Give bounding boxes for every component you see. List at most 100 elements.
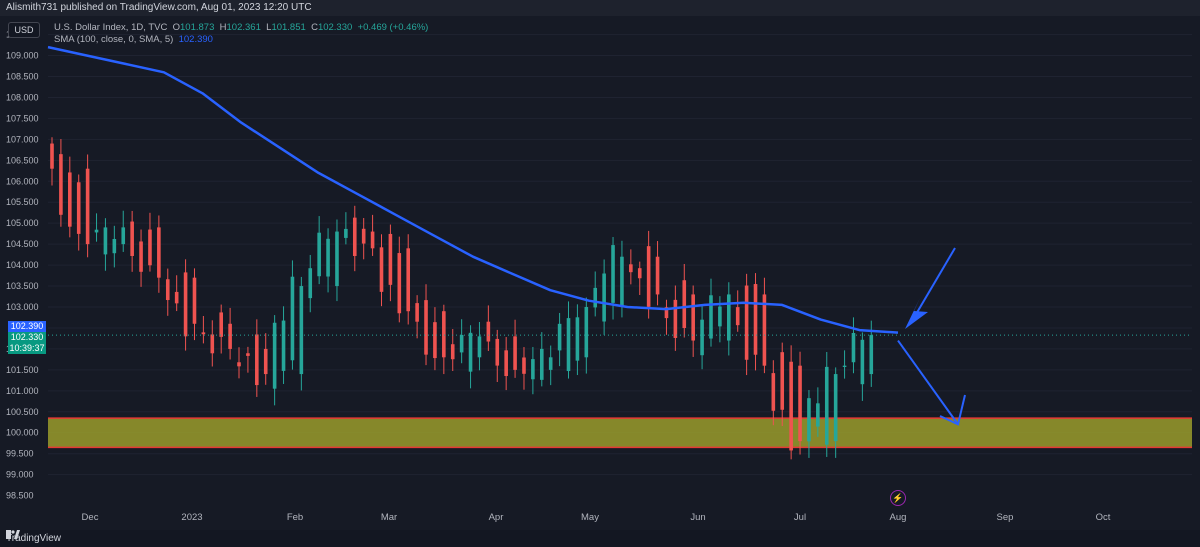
price-tick: 103.500 — [6, 281, 39, 291]
price-tick: 108.000 — [6, 92, 39, 102]
last-price: 102.330 — [10, 332, 44, 342]
candlestick-chart[interactable]: 109.500109.000108.500108.000107.500107.0… — [0, 16, 1200, 530]
arrow-projection-line — [897, 339, 959, 425]
candle-body — [272, 322, 277, 389]
candle-body — [477, 336, 482, 358]
candle-body — [450, 344, 455, 360]
chart-area[interactable]: 109.500109.000108.500108.000107.500107.0… — [0, 16, 1200, 530]
candle-body — [637, 268, 642, 279]
candle-body — [673, 299, 678, 338]
candle-body — [139, 241, 143, 272]
price-tick: 101.000 — [6, 386, 39, 396]
candle-body — [691, 294, 695, 341]
candle-body — [219, 312, 223, 337]
ohlc-row: U.S. Dollar Index, 1D, TVC O101.873 H102… — [54, 22, 428, 34]
candle-body — [210, 334, 215, 354]
candle-body — [816, 403, 820, 427]
candle-body — [744, 285, 749, 360]
candle-body — [611, 245, 615, 303]
time-label: Jun — [690, 512, 705, 523]
publisher-bar: Alismith731 published on TradingView.com… — [0, 0, 1200, 16]
candle-body — [442, 311, 446, 358]
publisher-text: Alismith731 published on TradingView.com… — [6, 2, 312, 13]
time-label: Oct — [1096, 512, 1111, 523]
candle-body — [664, 307, 669, 319]
high-value: 102.361 — [226, 22, 261, 33]
candle-body — [76, 182, 81, 234]
candle-body — [415, 303, 419, 322]
candle-body — [237, 362, 241, 367]
candle-body — [344, 228, 348, 238]
candle-body — [290, 276, 295, 361]
candle-body — [709, 295, 713, 339]
candle-body — [468, 332, 473, 372]
candle-body — [59, 154, 63, 215]
candle-body — [584, 307, 589, 358]
candle-body — [165, 279, 170, 301]
candle-body — [548, 357, 553, 370]
sma-price-badge: 102.390 — [8, 321, 46, 332]
time-label: May — [581, 512, 599, 523]
price-tick: 100.000 — [6, 428, 39, 438]
candle-body — [157, 227, 161, 278]
candle-body — [50, 143, 54, 169]
bar-countdown: 10:39:37 — [9, 343, 45, 353]
candle-body — [424, 300, 428, 355]
candle-body — [753, 284, 758, 355]
candle-body — [851, 333, 856, 363]
lightning-icon[interactable]: ⚡ — [890, 490, 906, 506]
change-value: +0.469 (+0.46%) — [357, 22, 429, 33]
price-tick: 103.000 — [6, 302, 39, 312]
candle-body — [370, 231, 375, 249]
candle-body — [486, 321, 491, 342]
price-tick: 107.000 — [6, 134, 39, 144]
time-label: Jul — [794, 512, 806, 523]
candle-body — [397, 253, 402, 314]
candle-body — [620, 256, 624, 308]
candle-body — [833, 374, 838, 442]
arrow-shaft-down-left — [911, 247, 956, 322]
candle-body — [807, 398, 811, 442]
candle-body — [255, 334, 259, 386]
candle-body — [718, 306, 722, 327]
close-label: C — [311, 22, 318, 33]
candle-body — [771, 373, 776, 411]
time-label: Dec — [82, 512, 99, 523]
time-label: Feb — [287, 512, 303, 523]
price-tick: 106.500 — [6, 155, 39, 165]
price-tick: 99.000 — [6, 470, 34, 480]
chart-legend: U.S. Dollar Index, 1D, TVC O101.873 H102… — [54, 22, 428, 46]
sma-row[interactable]: SMA (100, close, 0, SMA, 5) 102.390 — [54, 34, 428, 46]
candle-body — [68, 172, 72, 227]
candle-body — [700, 319, 704, 356]
price-tick: 109.000 — [6, 51, 39, 61]
candle-body — [727, 294, 731, 341]
candle-body — [513, 336, 517, 370]
last-price-badge: 102.330 10:39:37 — [8, 332, 46, 354]
candle-body — [869, 335, 874, 375]
candle-body — [504, 350, 508, 377]
footer-bar: TradingView — [0, 530, 1200, 547]
candle-body — [317, 232, 321, 277]
candle-body — [495, 338, 500, 366]
candle-body — [201, 332, 206, 335]
candle-body — [85, 168, 90, 245]
candle-body — [789, 361, 793, 451]
price-tick: 106.000 — [6, 176, 39, 186]
candle-body — [335, 231, 339, 287]
sma-line — [47, 45, 899, 334]
candle-body — [646, 246, 651, 307]
arrow-head-down-left — [905, 298, 928, 329]
candle-body — [602, 273, 606, 322]
open-label: O — [172, 22, 181, 33]
candle-body — [735, 307, 740, 326]
tradingview-logo[interactable]: TradingView — [6, 530, 61, 547]
candle-body — [130, 221, 134, 256]
candle-body — [433, 322, 437, 359]
candle-body — [112, 238, 117, 254]
arrow-projection-head — [939, 394, 966, 426]
candle-body — [299, 286, 304, 375]
currency-button[interactable]: USD — [8, 22, 40, 38]
high-label: H — [219, 22, 227, 33]
candle-body — [762, 294, 767, 366]
